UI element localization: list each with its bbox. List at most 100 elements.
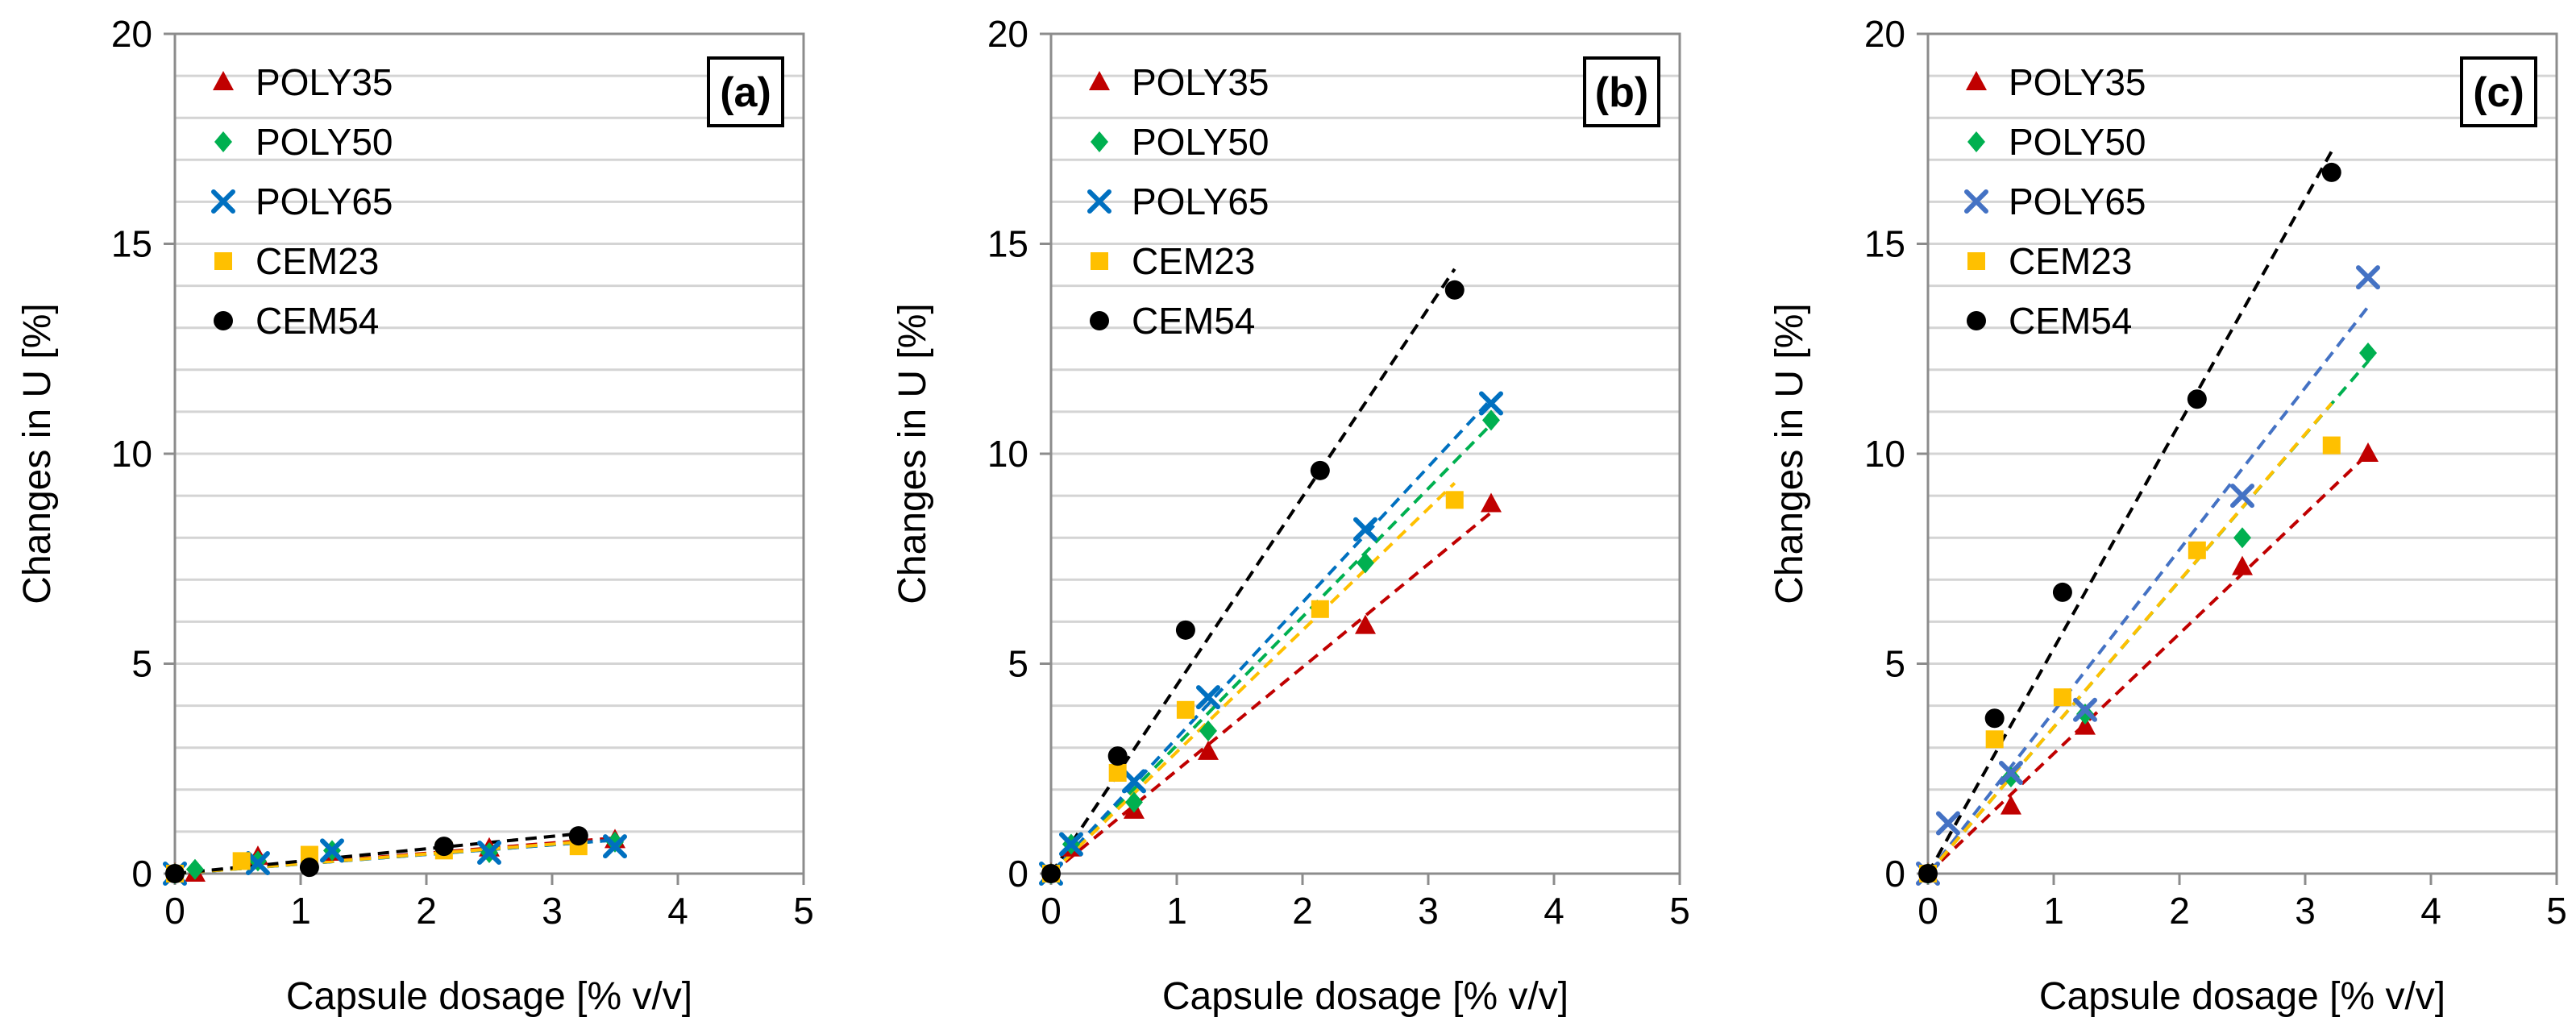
trendline-cem23 (1049, 482, 1456, 875)
data-point-cem54 (2052, 582, 2072, 602)
legend-marker-cem23 (1967, 252, 1985, 270)
legend-label-poly50: POLY50 (256, 121, 393, 163)
data-point-poly50 (2359, 342, 2377, 363)
x-tick-label: 4 (2420, 890, 2441, 932)
legend-marker-poly65 (1964, 189, 1988, 214)
data-point-poly65 (1353, 517, 1377, 542)
y-tick-label: 20 (987, 13, 1028, 55)
legend-marker-cem23 (1091, 252, 1108, 270)
y-axis-title: Changes in U [%] (891, 303, 934, 604)
data-point-cem54 (1107, 746, 1128, 766)
data-point-poly65 (2073, 697, 2097, 722)
data-point-poly50 (1482, 409, 1500, 431)
trendline-cem23 (1926, 402, 2333, 875)
legend-marker-poly65 (1087, 189, 1111, 214)
y-tick-label: 20 (111, 13, 152, 55)
legend-marker-poly50 (1091, 131, 1108, 152)
legend-label-cem23: CEM23 (1132, 240, 1255, 282)
x-axis-title: Capsule dosage [% v/v] (286, 975, 692, 1018)
panel-a: 0 5 10 15 20 0 1 2 3 4 5 Capsule dosage [% v/v] Chan… (16, 13, 814, 1018)
data-point-poly65 (1058, 832, 1083, 857)
y-tick-label: 20 (1864, 13, 1905, 55)
data-point-poly35 (2232, 555, 2253, 575)
panel-label-box (707, 56, 784, 127)
panel-label: (c) (2473, 69, 2524, 116)
legend-label-cem23: CEM23 (2009, 240, 2132, 282)
legend-label-poly65: POLY65 (256, 181, 393, 222)
data-point-cem23 (1108, 763, 1127, 782)
trendline-poly50 (1049, 423, 1493, 875)
panel-c: 0 5 10 15 20 0 1 2 3 4 5 Capsule dosage [% v/v] Chan… (1768, 13, 2567, 1018)
data-point-poly35 (2358, 442, 2379, 462)
legend-label-cem54: CEM54 (256, 300, 379, 342)
legend-marker-cem54 (1090, 311, 1109, 330)
x-tick-label: 5 (1669, 890, 1690, 932)
data-point-cem54 (1310, 460, 1330, 480)
data-point-cem54 (1041, 864, 1061, 883)
y-tick-label: 15 (111, 223, 152, 265)
y-tick-label: 5 (1884, 643, 1905, 685)
data-point-poly35 (2000, 795, 2021, 815)
data-point-cem54 (568, 826, 588, 846)
x-tick-label: 2 (416, 890, 437, 932)
y-tick-label: 5 (131, 643, 152, 685)
legend-marker-poly50 (214, 131, 232, 152)
data-point-cem54 (165, 864, 185, 883)
legend-label-cem23: CEM23 (256, 240, 379, 282)
legend-marker-poly35 (1089, 71, 1110, 90)
x-tick-label: 5 (793, 890, 814, 932)
y-tick-label: 15 (987, 223, 1028, 265)
data-point-cem23 (232, 852, 251, 870)
y-tick-label: 0 (1008, 853, 1028, 895)
y-tick-label: 0 (1884, 853, 1905, 895)
y-tick-label: 15 (1864, 223, 1905, 265)
y-tick-label: 5 (1008, 643, 1028, 685)
trendline-cem23 (174, 840, 579, 875)
x-axis-title: Capsule dosage [% v/v] (1162, 975, 1568, 1018)
panel-label: (b) (1595, 69, 1648, 116)
data-point-cem23 (2053, 688, 2071, 707)
data-point-cem23 (2188, 541, 2206, 559)
legend-marker-poly35 (213, 71, 234, 90)
x-tick-label: 5 (2546, 890, 2567, 932)
panel-label-box (2460, 56, 2537, 127)
data-point-poly65 (245, 850, 270, 875)
data-point-cem54 (1444, 280, 1465, 300)
data-point-cem54 (434, 837, 454, 857)
legend-marker-poly65 (211, 189, 235, 214)
data-point-poly65 (1121, 769, 1146, 794)
x-tick-label: 0 (1041, 890, 1062, 932)
x-tick-label: 4 (1544, 890, 1564, 932)
y-tick-label: 0 (131, 853, 152, 895)
legend-label-poly35: POLY35 (1132, 61, 1269, 103)
x-tick-label: 4 (667, 890, 688, 932)
data-point-cem23 (1445, 491, 1464, 509)
data-point-cem54 (1984, 708, 2005, 729)
legend-marker-poly50 (1967, 131, 1985, 152)
data-point-cem54 (2321, 162, 2341, 182)
x-tick-label: 0 (1917, 890, 1938, 932)
trendline-poly35 (1049, 511, 1493, 875)
y-axis-title: Changes in U [%] (16, 303, 59, 604)
x-tick-label: 3 (542, 890, 563, 932)
data-point-poly50 (1357, 552, 1374, 574)
data-point-poly50 (2233, 527, 2251, 549)
data-point-poly65 (603, 834, 627, 859)
panel-label-box (1583, 56, 1660, 127)
x-tick-label: 3 (2295, 890, 2316, 932)
legend-label-poly50: POLY50 (2009, 121, 2146, 163)
data-point-cem54 (1918, 864, 1938, 883)
data-point-poly65 (2230, 484, 2254, 509)
x-tick-label: 2 (2169, 890, 2190, 932)
data-point-cem54 (2187, 389, 2207, 409)
data-point-cem23 (1985, 730, 2004, 749)
x-tick-label: 1 (290, 890, 311, 932)
x-tick-label: 1 (1166, 890, 1187, 932)
x-tick-label: 2 (1292, 890, 1313, 932)
data-point-poly50 (1124, 791, 1143, 813)
x-tick-label: 1 (2043, 890, 2064, 932)
y-tick-label: 10 (1864, 433, 1905, 475)
data-point-poly35 (1198, 740, 1219, 760)
data-point-poly65 (1479, 391, 1503, 416)
